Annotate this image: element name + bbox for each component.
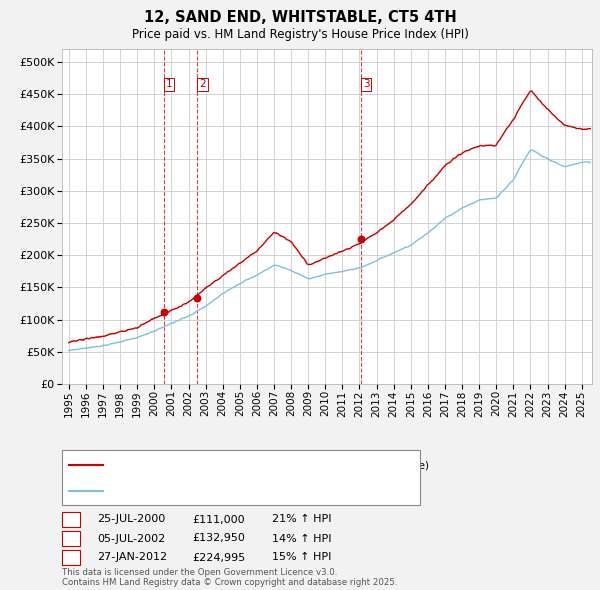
Text: £224,995: £224,995 [192,552,245,562]
Text: 1: 1 [67,514,74,525]
Text: 1: 1 [166,80,173,90]
Point [356,234,365,244]
Text: 3: 3 [363,80,370,90]
Text: 2: 2 [199,80,206,90]
Text: 25-JUL-2000: 25-JUL-2000 [97,514,165,525]
Text: 14% ↑ HPI: 14% ↑ HPI [272,533,331,543]
Text: 05-JUL-2002: 05-JUL-2002 [97,533,165,543]
Text: 12, SAND END, WHITSTABLE, CT5 4TH: 12, SAND END, WHITSTABLE, CT5 4TH [143,10,457,25]
Text: Contains HM Land Registry data © Crown copyright and database right 2025.: Contains HM Land Registry data © Crown c… [62,578,398,587]
Text: HPI: Average price, semi-detached house, Canterbury: HPI: Average price, semi-detached house,… [107,486,388,496]
Text: 27-JAN-2012: 27-JAN-2012 [97,552,167,562]
Text: £132,950: £132,950 [192,533,245,543]
Text: 15% ↑ HPI: 15% ↑ HPI [272,552,331,562]
Text: £111,000: £111,000 [192,514,245,525]
Text: This data is licensed under the Open Government Licence v3.0.: This data is licensed under the Open Gov… [62,568,337,577]
Text: 2: 2 [67,533,74,543]
Text: Price paid vs. HM Land Registry's House Price Index (HPI): Price paid vs. HM Land Registry's House … [131,28,469,41]
Text: 3: 3 [67,552,74,562]
Text: 21% ↑ HPI: 21% ↑ HPI [272,514,331,525]
Text: 12, SAND END, WHITSTABLE, CT5 4TH (semi-detached house): 12, SAND END, WHITSTABLE, CT5 4TH (semi-… [107,460,429,470]
Point [193,294,202,303]
Point [159,308,169,317]
